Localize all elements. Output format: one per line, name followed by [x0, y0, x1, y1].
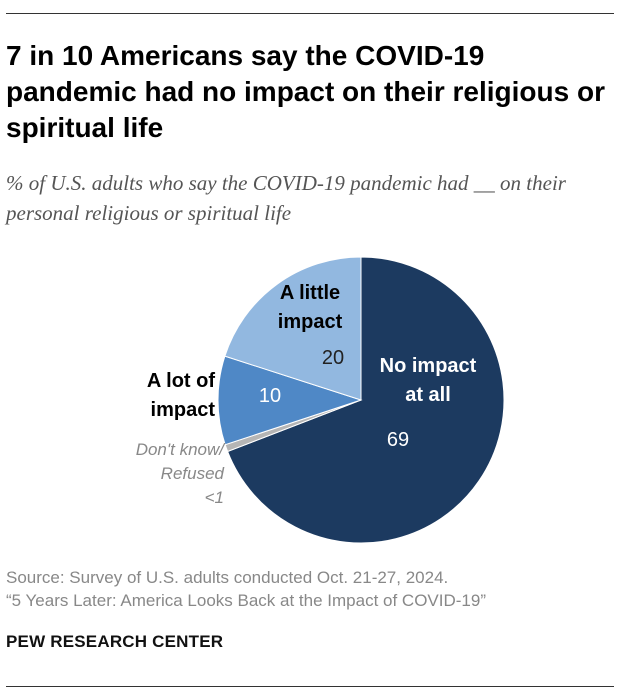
slice-value-2: 10 [259, 385, 281, 407]
slice-label-3: A little impact [278, 282, 343, 333]
slice-value-1: <1 [205, 488, 224, 507]
chart-subtitle: % of U.S. adults who say the COVID-19 pa… [6, 171, 566, 225]
pie-slice-2 [217, 355, 363, 446]
chart-title: 7 in 10 Americans say the COVID-19 pande… [6, 40, 605, 143]
slice-label-2: A lot of impact [147, 370, 215, 421]
slice-value-0: 69 [387, 429, 409, 451]
pie-slice-3 [224, 256, 362, 401]
pie-slice-0 [226, 256, 505, 544]
source-line-2: “5 Years Later: America Looks Back at th… [6, 591, 487, 610]
slice-label-0: No impact at all [380, 355, 477, 406]
brand-logo-text: PEW RESEARCH CENTER [6, 632, 224, 651]
source-line-1: Source: Survey of U.S. adults conducted … [6, 568, 449, 587]
slice-label-1: Don't know/Refused [136, 440, 227, 483]
slice-value-3: 20 [322, 347, 344, 369]
source-note: Source: Survey of U.S. adults conducted … [6, 566, 486, 612]
bottom-rule [6, 686, 614, 687]
top-rule [6, 13, 614, 14]
